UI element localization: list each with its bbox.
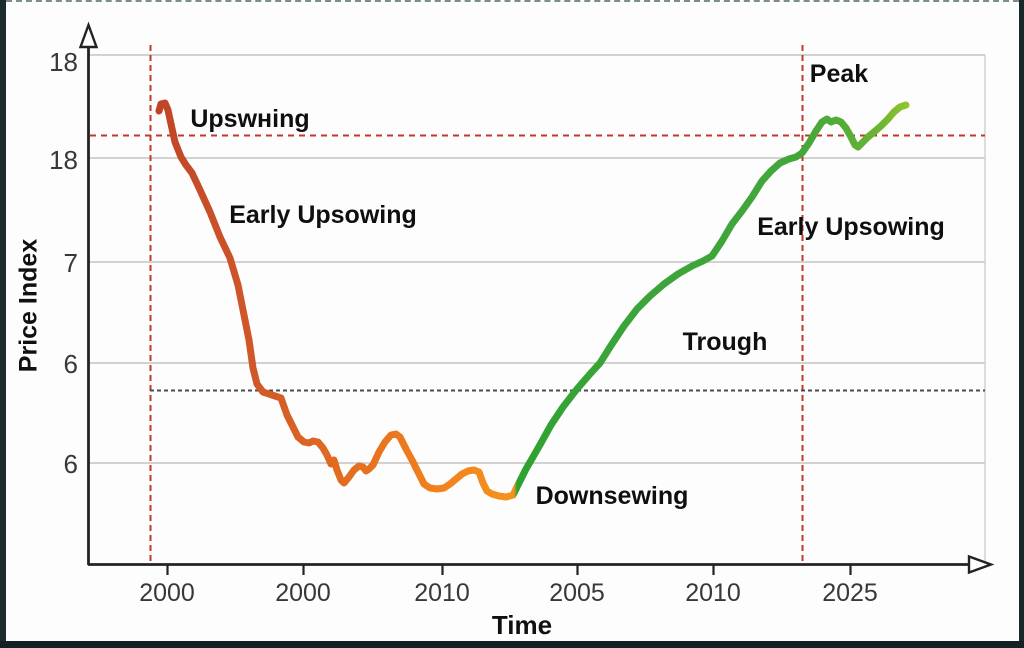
annotation-peak: Peak (810, 60, 868, 88)
y-tick-label: 18 (49, 47, 78, 77)
x-tick-label: 2005 (549, 579, 605, 607)
x-axis-arrow-icon (967, 554, 995, 575)
y-axis-arrow-icon (78, 21, 99, 49)
y-tick-label: 6 (64, 449, 78, 479)
frame-border-right (1019, 0, 1024, 648)
annotation-trough: Trough (683, 328, 768, 356)
annotation-upsw-ing: Upswнing (190, 105, 309, 133)
frame-border-bottom (0, 641, 1024, 648)
y-tick-label: 6 (64, 349, 78, 379)
x-tick-label: 2000 (275, 579, 331, 607)
x-tick-label: 2010 (414, 579, 470, 607)
y-tick-label: 7 (64, 248, 78, 278)
x-tick-label: 2025 (822, 579, 878, 607)
x-tick-label: 2010 (685, 579, 741, 607)
annotation-early-upsowing: Early Upsowing (757, 213, 945, 241)
x-axis-title: Time (491, 610, 553, 640)
frame-border-left (0, 0, 6, 648)
price-index-curve (155, 99, 910, 501)
x-tick-label: 2000 (139, 579, 195, 607)
frame-border-top (6, 0, 1019, 2)
y-axis-title: Price Index (14, 238, 43, 373)
y-tick-label: 18 (49, 145, 78, 175)
annotation-early-upsowing: Early Upsowing (229, 201, 417, 229)
annotation-downsewing: Downsewing (536, 482, 689, 510)
